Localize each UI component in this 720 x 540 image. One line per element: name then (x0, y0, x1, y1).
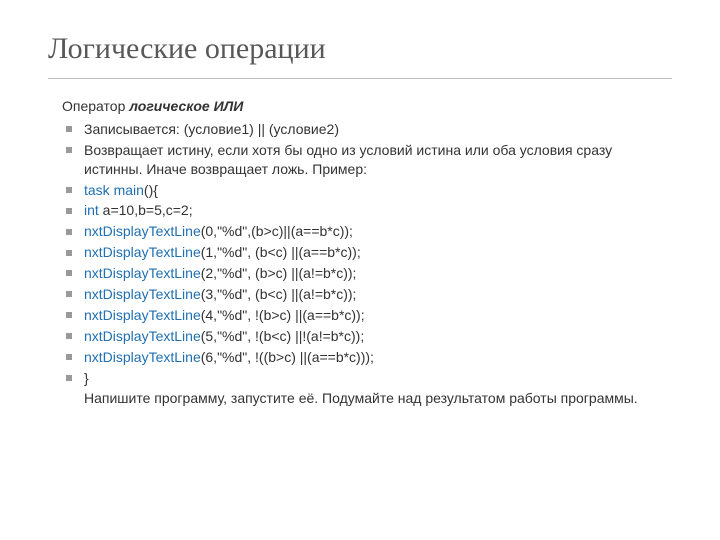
bullet-item: nxtDisplayTextLine(3,"%d", (b<c) ||(a!=b… (62, 285, 672, 304)
code-tail: (5,"%d", !(b<c) ||!(a!=b*c)); (201, 328, 364, 344)
bullet-item: Записывается: (условие1) || (условие2) (62, 120, 672, 139)
code-tail: } (84, 370, 89, 386)
lead-line: Оператор логическое ИЛИ (62, 97, 672, 116)
bullet-item: nxtDisplayTextLine(1,"%d", (b<c) ||(a==b… (62, 243, 672, 262)
code-keyword: nxtDisplayTextLine (84, 265, 201, 281)
code-keyword: nxtDisplayTextLine (84, 286, 201, 302)
bullet-item: task main(){ (62, 181, 672, 200)
closing-paragraph: Напишите программу, запустите её. Подума… (84, 389, 672, 408)
code-tail: (3,"%d", (b<c) ||(a!=b*c)); (201, 286, 357, 302)
code-keyword: nxtDisplayTextLine (84, 349, 201, 365)
code-keyword: nxtDisplayTextLine (84, 244, 201, 260)
bullet-item: } (62, 369, 672, 388)
bullet-text: Записывается: (условие1) || (условие2) (84, 121, 339, 137)
code-tail: (0,"%d",(b>c)||(a==b*c)); (201, 223, 353, 239)
bullet-item: nxtDisplayTextLine(0,"%d",(b>c)||(a==b*c… (62, 222, 672, 241)
bullet-item: nxtDisplayTextLine(2,"%d", (b>c) ||(a!=b… (62, 264, 672, 283)
bullet-item: Возвращает истину, если хотя бы одно из … (62, 141, 672, 179)
code-tail: (6,"%d", !((b>c) ||(a==b*c))); (201, 349, 374, 365)
lead-prefix: Оператор (62, 98, 129, 114)
title-rule (48, 78, 672, 79)
bullet-item: nxtDisplayTextLine(5,"%d", !(b<c) ||!(a!… (62, 327, 672, 346)
bullet-item: nxtDisplayTextLine(6,"%d", !((b>c) ||(a=… (62, 348, 672, 367)
code-tail: (){ (144, 182, 158, 198)
slide: Логические операции Оператор логическое … (0, 0, 720, 540)
code-keyword: nxtDisplayTextLine (84, 307, 201, 323)
bullet-list: Записывается: (условие1) || (условие2) В… (60, 120, 672, 388)
bullet-item: int a=10,b=5,c=2; (62, 201, 672, 220)
code-tail: (1,"%d", (b<c) ||(a==b*c)); (201, 244, 361, 260)
slide-title: Логические операции (48, 32, 672, 66)
code-tail: (4,"%d", !(b>c) ||(a==b*c)); (201, 307, 365, 323)
code-keyword: task main (84, 182, 144, 198)
code-keyword: nxtDisplayTextLine (84, 223, 201, 239)
code-keyword: int (84, 202, 99, 218)
slide-body: Оператор логическое ИЛИ Записывается: (у… (60, 97, 672, 408)
code-tail: a=10,b=5,c=2; (99, 202, 193, 218)
bullet-text: Возвращает истину, если хотя бы одно из … (84, 142, 612, 177)
lead-emphasis: логическое ИЛИ (129, 98, 243, 114)
code-keyword: nxtDisplayTextLine (84, 328, 201, 344)
bullet-item: nxtDisplayTextLine(4,"%d", !(b>c) ||(a==… (62, 306, 672, 325)
code-tail: (2,"%d", (b>c) ||(a!=b*c)); (201, 265, 357, 281)
